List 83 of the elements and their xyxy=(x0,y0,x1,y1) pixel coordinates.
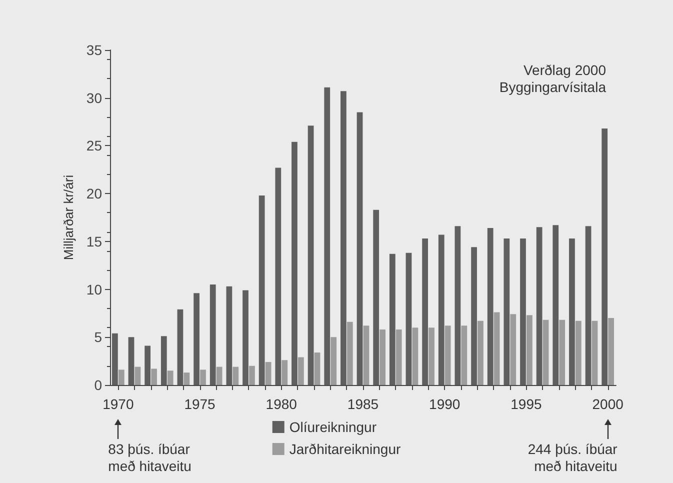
bar xyxy=(454,226,461,385)
annotation: Verðlag 2000 Byggingarvísitala xyxy=(499,62,606,96)
bar xyxy=(216,366,222,385)
bar xyxy=(444,326,451,385)
bar xyxy=(314,352,320,385)
y-tick-label: 35 xyxy=(86,42,102,58)
bar xyxy=(258,195,265,385)
x-tick-label: 2000 xyxy=(592,396,624,412)
bar xyxy=(200,370,206,385)
bar xyxy=(330,337,337,385)
bar xyxy=(194,293,200,385)
bar xyxy=(575,320,582,385)
x-tick-label: 1975 xyxy=(184,396,216,412)
bar xyxy=(608,318,614,385)
bar xyxy=(504,238,510,385)
bar xyxy=(340,91,346,385)
bar xyxy=(602,128,608,385)
bar xyxy=(592,320,598,385)
bar xyxy=(232,366,239,385)
bar xyxy=(292,142,298,385)
bar xyxy=(422,238,428,385)
bar xyxy=(494,312,500,385)
x-tick-label: 1985 xyxy=(347,396,379,412)
bar xyxy=(282,360,288,385)
text: 244 þús. íbúar með hitaveitu xyxy=(528,441,618,475)
y-tick-label: 0 xyxy=(94,377,102,393)
bar xyxy=(461,326,468,385)
bar xyxy=(559,320,566,385)
bar xyxy=(478,320,484,385)
bar xyxy=(128,337,134,385)
bar xyxy=(160,336,167,385)
bar xyxy=(396,329,402,385)
bar xyxy=(298,357,304,385)
x-tick-label: 1980 xyxy=(266,396,298,412)
x-tick-label: 1990 xyxy=(429,396,460,412)
bar xyxy=(167,370,174,385)
bar xyxy=(265,362,272,385)
bar xyxy=(373,210,380,385)
y-tick-label: 25 xyxy=(86,138,102,154)
y-tick-label: 15 xyxy=(86,233,102,250)
bar xyxy=(487,228,494,385)
bar xyxy=(552,225,559,385)
bar xyxy=(242,290,248,385)
legend-label: Olíureikningur xyxy=(289,419,377,435)
bar xyxy=(520,238,526,385)
bar xyxy=(144,346,151,385)
bar xyxy=(249,366,255,385)
bar xyxy=(134,366,141,385)
x-tick-label: 1970 xyxy=(102,396,134,412)
bar xyxy=(356,112,363,385)
bar xyxy=(471,247,477,385)
bar xyxy=(363,326,370,385)
bar xyxy=(210,284,216,385)
bar xyxy=(569,238,575,385)
legend-label: Jarðhitareikningur xyxy=(289,441,401,457)
bar xyxy=(406,252,412,385)
bar xyxy=(151,368,157,385)
bar xyxy=(389,254,396,385)
bar xyxy=(184,372,190,385)
bar xyxy=(438,234,444,385)
bar xyxy=(324,87,330,385)
bar xyxy=(536,227,542,385)
bar xyxy=(428,328,434,385)
bar xyxy=(112,333,118,385)
bar xyxy=(275,168,282,385)
bar xyxy=(346,322,353,385)
bar xyxy=(118,370,124,385)
bar xyxy=(177,309,184,385)
bar xyxy=(585,226,592,385)
y-tick-label: 5 xyxy=(94,329,102,346)
bar xyxy=(412,328,418,385)
text: 83 þús. íbúar með hitaveitu xyxy=(108,441,192,475)
y-axis-title: Milljarðar kr/ári xyxy=(61,174,76,260)
bar xyxy=(510,314,516,385)
y-tick-label: 10 xyxy=(86,281,102,298)
bar xyxy=(526,315,532,385)
x-tick-label: 1995 xyxy=(510,396,542,412)
y-tick-label: 20 xyxy=(86,186,102,202)
y-tick-label: 30 xyxy=(86,90,102,106)
bar xyxy=(380,329,386,385)
bar xyxy=(226,286,232,385)
bar xyxy=(308,126,314,385)
bar xyxy=(542,320,549,385)
